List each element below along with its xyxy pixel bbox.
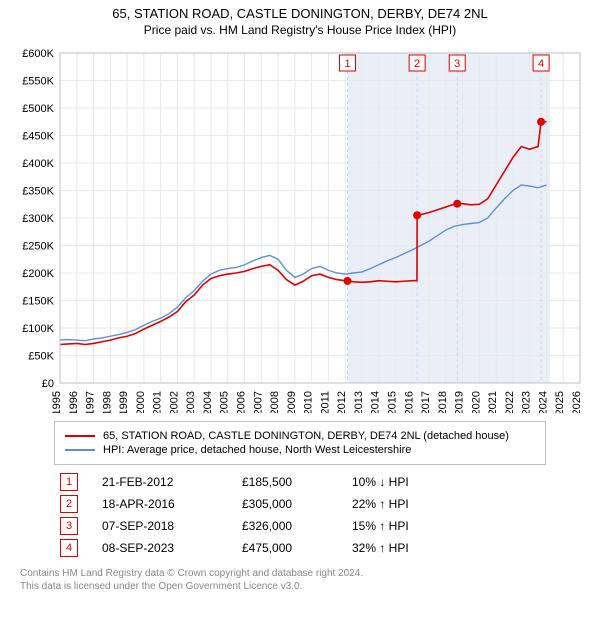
- sale-marker: 2: [60, 495, 78, 513]
- sale-marker: 3: [60, 517, 78, 535]
- sale-price: £185,500: [242, 475, 352, 489]
- svg-text:1997: 1997: [85, 391, 97, 413]
- svg-text:2001: 2001: [152, 391, 164, 413]
- sale-date: 18-APR-2016: [102, 497, 242, 511]
- svg-text:£100K: £100K: [22, 323, 54, 335]
- sale-marker: 1: [60, 473, 78, 491]
- sale-price: £305,000: [242, 497, 352, 511]
- svg-text:2019: 2019: [454, 391, 466, 413]
- line-chart: £0 £50K £100K £150K £200K £250K £300K £350K £400…: [10, 43, 590, 413]
- svg-text:2012: 2012: [336, 391, 348, 413]
- svg-text:£550K: £550K: [22, 76, 54, 88]
- svg-text:2015: 2015: [386, 391, 398, 413]
- svg-text:2017: 2017: [420, 391, 432, 413]
- svg-text:2004: 2004: [202, 391, 214, 413]
- sale-row: 2 18-APR-2016£305,00022% ↑ HPI: [60, 495, 540, 513]
- sales-table: 1 21-FEB-2012£185,50010% ↓ HPI 2 18-APR-201…: [60, 473, 540, 557]
- svg-text:£350K: £350K: [22, 186, 54, 198]
- legend-swatch: [65, 449, 95, 451]
- svg-text:2014: 2014: [370, 391, 382, 413]
- chart-title: 65, STATION ROAD, CASTLE DONINGTON, DERB…: [0, 6, 600, 21]
- sale-marker: 4: [60, 539, 78, 557]
- svg-text:3: 3: [454, 58, 460, 70]
- chart-subtitle: Price paid vs. HM Land Registry's House …: [0, 23, 600, 37]
- svg-text:2016: 2016: [403, 391, 415, 413]
- sale-date: 07-SEP-2018: [102, 519, 242, 533]
- legend-item: HPI: Average price, detached house, Nort…: [65, 444, 535, 456]
- svg-text:£600K: £600K: [22, 48, 54, 60]
- svg-text:2008: 2008: [269, 391, 281, 413]
- svg-text:2003: 2003: [185, 391, 197, 413]
- svg-text:2000: 2000: [135, 391, 147, 413]
- legend-label: HPI: Average price, detached house, Nort…: [103, 444, 411, 456]
- footer-attribution: Contains HM Land Registry data © Crown c…: [20, 567, 580, 593]
- sale-row: 1 21-FEB-2012£185,50010% ↓ HPI: [60, 473, 540, 491]
- svg-text:£50K: £50K: [28, 351, 54, 363]
- chart-area: £0 £50K £100K £150K £200K £250K £300K £350K £400…: [10, 43, 590, 413]
- svg-text:2: 2: [414, 58, 420, 70]
- sale-row: 3 07-SEP-2018£326,00015% ↑ HPI: [60, 517, 540, 535]
- svg-text:4: 4: [538, 58, 544, 70]
- legend-swatch: [65, 435, 95, 437]
- footer-line: Contains HM Land Registry data © Crown c…: [20, 567, 580, 580]
- sale-pct: 10% ↓ HPI: [352, 475, 472, 489]
- svg-text:1995: 1995: [51, 391, 63, 413]
- sale-date: 21-FEB-2012: [102, 475, 242, 489]
- sale-pct: 22% ↑ HPI: [352, 497, 472, 511]
- svg-text:£250K: £250K: [22, 241, 54, 253]
- sale-price: £326,000: [242, 519, 352, 533]
- svg-text:2006: 2006: [236, 391, 248, 413]
- svg-text:£400K: £400K: [22, 158, 54, 170]
- svg-text:1: 1: [344, 58, 350, 70]
- svg-text:2025: 2025: [554, 391, 566, 413]
- svg-text:£450K: £450K: [22, 131, 54, 143]
- svg-text:£200K: £200K: [22, 268, 54, 280]
- svg-text:2002: 2002: [168, 391, 180, 413]
- svg-text:2007: 2007: [252, 391, 264, 413]
- svg-text:2009: 2009: [286, 391, 298, 413]
- svg-text:2023: 2023: [521, 391, 533, 413]
- sale-row: 4 08-SEP-2023£475,00032% ↑ HPI: [60, 539, 540, 557]
- svg-text:£150K: £150K: [22, 296, 54, 308]
- sale-date: 08-SEP-2023: [102, 541, 242, 555]
- legend-item: 65, STATION ROAD, CASTLE DONINGTON, DERB…: [65, 430, 535, 442]
- svg-text:2005: 2005: [219, 391, 231, 413]
- legend: 65, STATION ROAD, CASTLE DONINGTON, DERB…: [54, 421, 546, 465]
- svg-text:1996: 1996: [68, 391, 80, 413]
- svg-text:2026: 2026: [571, 391, 583, 413]
- footer-line: This data is licensed under the Open Gov…: [20, 580, 580, 593]
- svg-text:2024: 2024: [537, 391, 549, 413]
- svg-text:£500K: £500K: [22, 103, 54, 115]
- svg-text:2021: 2021: [487, 391, 499, 413]
- svg-text:2013: 2013: [353, 391, 365, 413]
- svg-text:2010: 2010: [303, 391, 315, 413]
- svg-text:1999: 1999: [118, 391, 130, 413]
- sale-price: £475,000: [242, 541, 352, 555]
- legend-label: 65, STATION ROAD, CASTLE DONINGTON, DERB…: [103, 430, 509, 442]
- svg-text:2011: 2011: [319, 391, 331, 413]
- svg-text:2020: 2020: [470, 391, 482, 413]
- svg-text:2022: 2022: [504, 391, 516, 413]
- svg-text:1998: 1998: [101, 391, 113, 413]
- svg-text:2018: 2018: [437, 391, 449, 413]
- sale-pct: 15% ↑ HPI: [352, 519, 472, 533]
- svg-text:£300K: £300K: [22, 213, 54, 225]
- sale-pct: 32% ↑ HPI: [352, 541, 472, 555]
- svg-text:£0: £0: [42, 378, 54, 390]
